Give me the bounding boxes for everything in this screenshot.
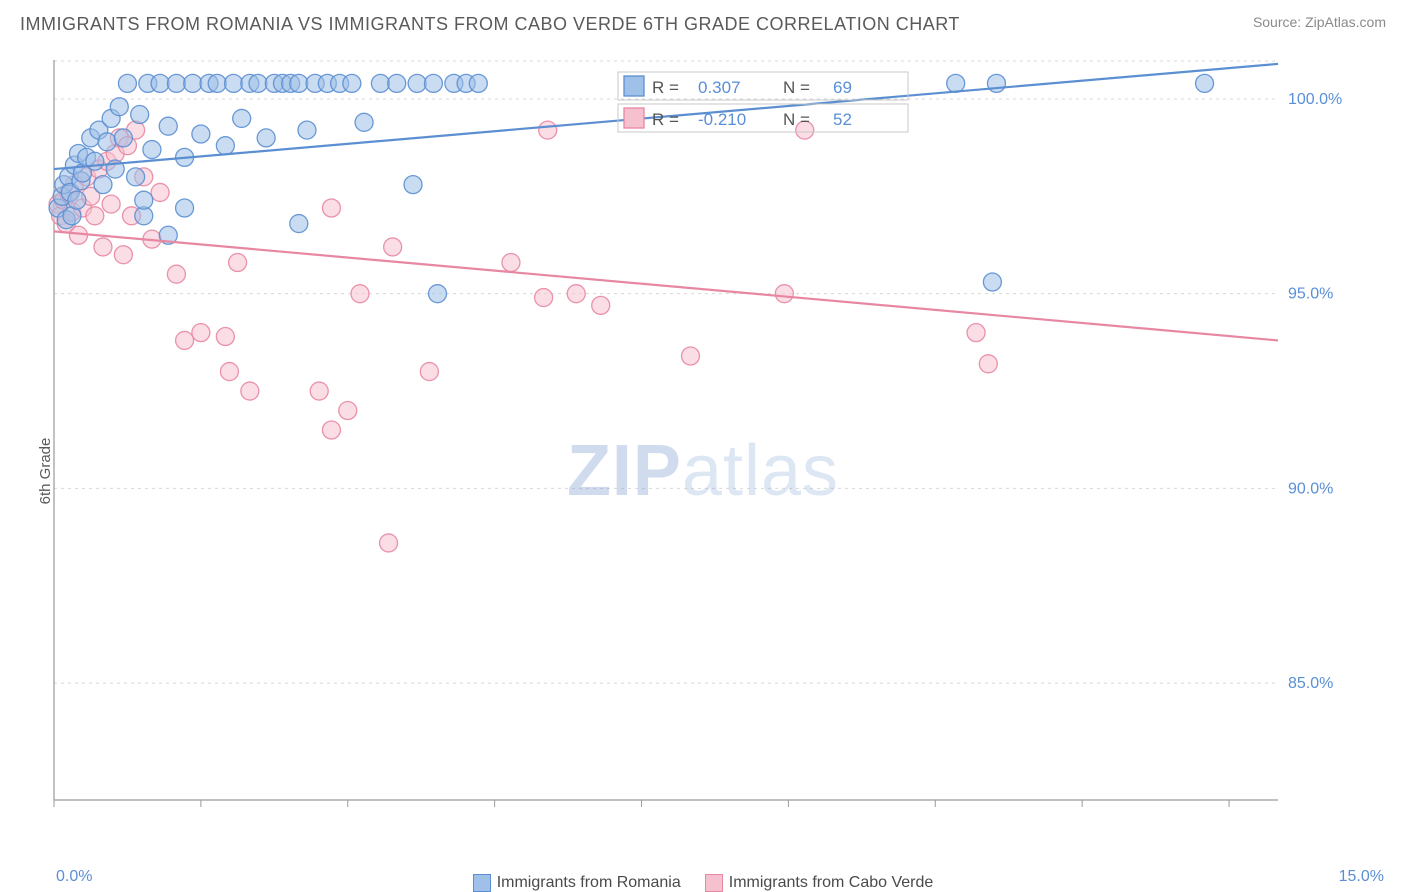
svg-text:52: 52	[833, 110, 852, 129]
scatter-plot-svg: 85.0% 90.0% 95.0% 100.0% R = 0.307 N = 69 R = -0.…	[48, 60, 1348, 830]
legend-swatch-cabo-verde	[705, 874, 723, 892]
svg-text:100.0%: 100.0%	[1288, 91, 1342, 108]
svg-text:0.307: 0.307	[698, 78, 741, 97]
source-label: Source: ZipAtlas.com	[1253, 14, 1386, 30]
svg-text:N =: N =	[783, 78, 810, 97]
legend-item-romania: Immigrants from Romania	[473, 874, 681, 892]
chart-title: IMMIGRANTS FROM ROMANIA VS IMMIGRANTS FR…	[20, 14, 960, 35]
legend-label-romania: Immigrants from Romania	[497, 874, 681, 892]
svg-text:85.0%: 85.0%	[1288, 675, 1333, 692]
svg-text:N =: N =	[783, 110, 810, 129]
svg-text:69: 69	[833, 78, 852, 97]
legend-swatch-romania	[473, 874, 491, 892]
svg-text:95.0%: 95.0%	[1288, 286, 1333, 303]
chart-area: 6th Grade 85.0%90.0%95.0%100.0%R =0.307N…	[0, 50, 1406, 892]
legend-item-cabo-verde: Immigrants from Cabo Verde	[705, 874, 934, 892]
legend: Immigrants from Romania Immigrants from …	[0, 874, 1406, 892]
svg-text:R =: R =	[652, 78, 679, 97]
svg-text:R =: R =	[652, 110, 679, 129]
svg-text:90.0%: 90.0%	[1288, 480, 1333, 497]
legend-label-cabo-verde: Immigrants from Cabo Verde	[729, 874, 934, 892]
svg-text:-0.210: -0.210	[698, 110, 746, 129]
